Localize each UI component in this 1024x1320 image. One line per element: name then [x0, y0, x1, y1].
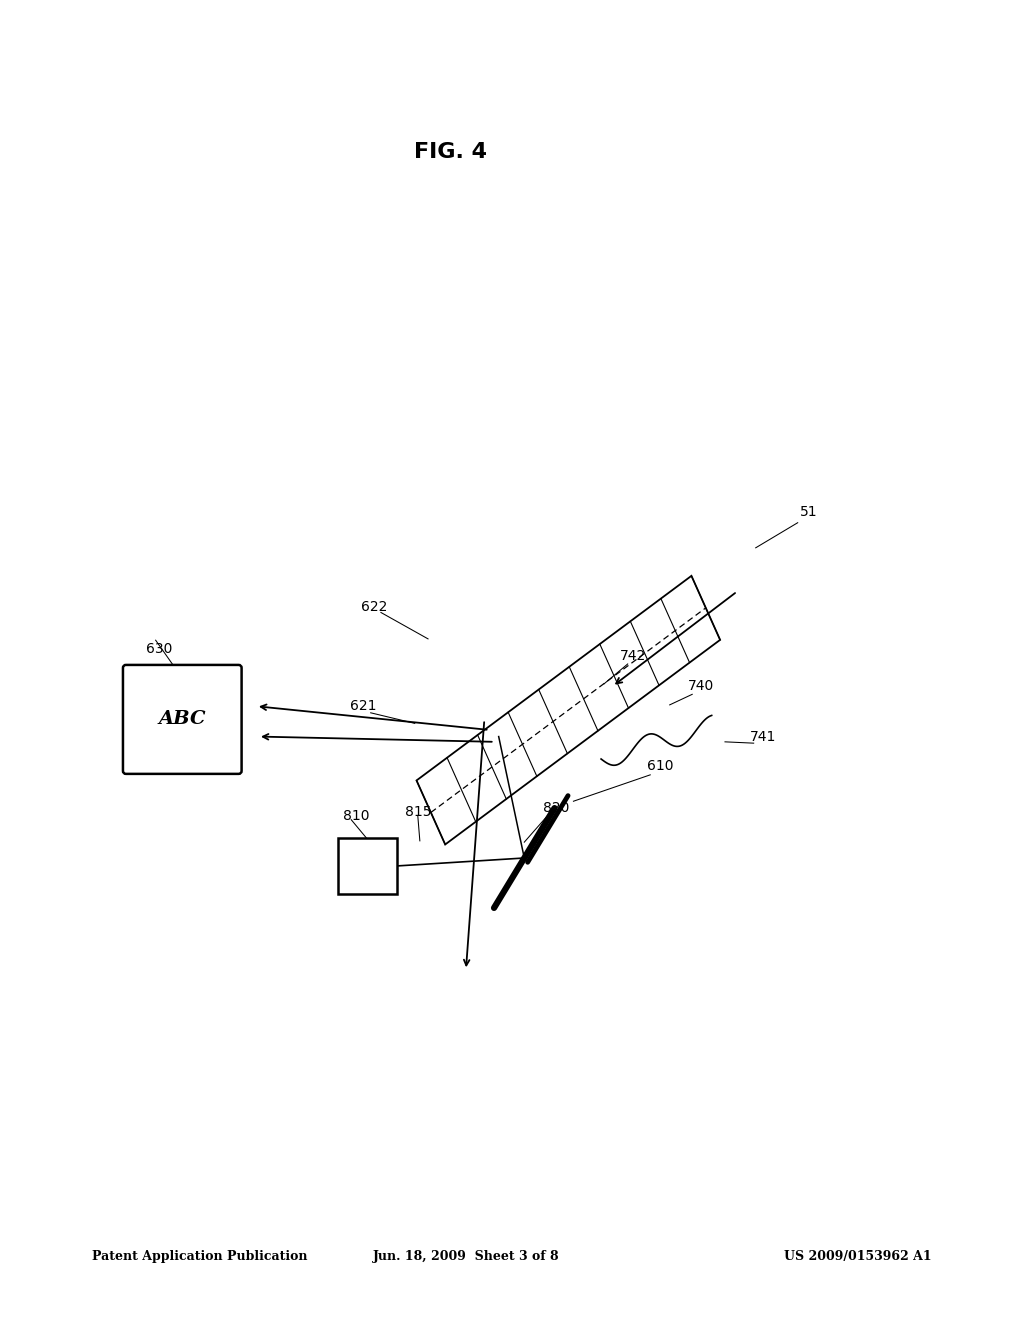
Text: US 2009/0153962 A1: US 2009/0153962 A1 [784, 1250, 932, 1263]
Text: 810: 810 [343, 809, 370, 822]
Bar [338, 838, 397, 894]
Text: FIG. 4: FIG. 4 [414, 141, 487, 162]
Text: 621: 621 [350, 700, 377, 713]
Text: ABC: ABC [159, 710, 206, 729]
Text: Jun. 18, 2009  Sheet 3 of 8: Jun. 18, 2009 Sheet 3 of 8 [373, 1250, 559, 1263]
Polygon shape [417, 576, 720, 845]
Text: Patent Application Publication: Patent Application Publication [92, 1250, 307, 1263]
Text: 51: 51 [800, 506, 818, 519]
Text: 622: 622 [360, 601, 387, 614]
Text: 742: 742 [620, 649, 646, 663]
Text: 740: 740 [688, 680, 715, 693]
Text: 820: 820 [543, 801, 569, 814]
Text: 815: 815 [404, 805, 431, 818]
Text: 630: 630 [145, 643, 172, 656]
FancyBboxPatch shape [123, 665, 242, 774]
Text: 610: 610 [647, 759, 674, 772]
Text: 741: 741 [750, 730, 776, 743]
